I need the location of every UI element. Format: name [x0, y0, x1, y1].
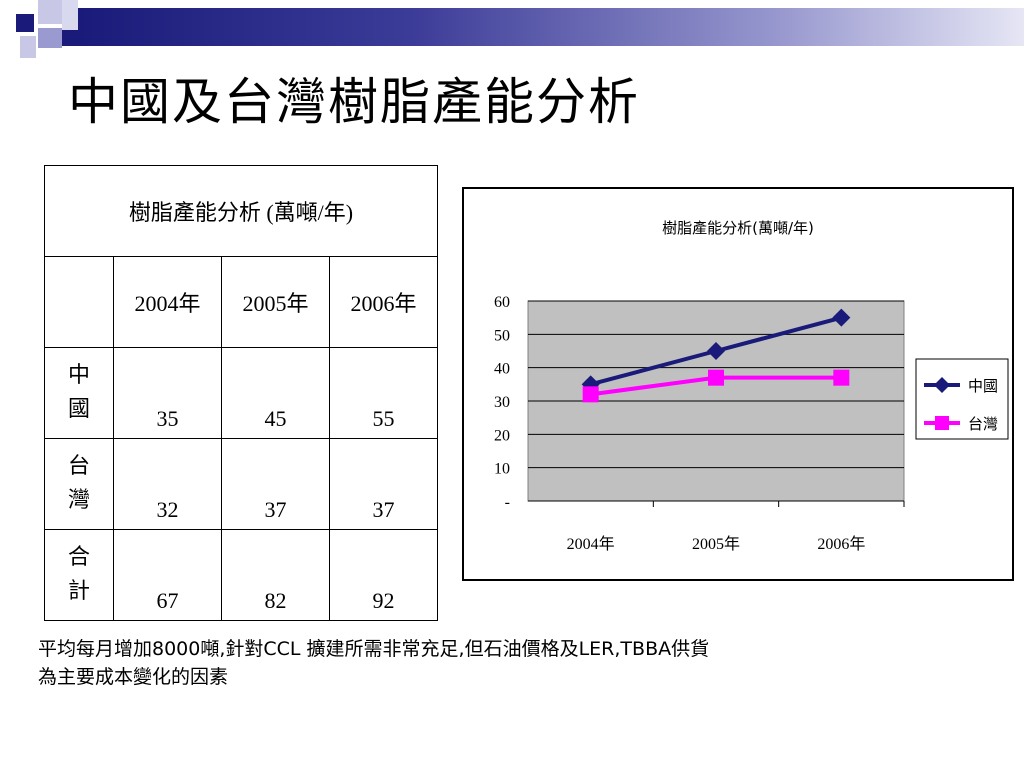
- x-tick-label: 2004年: [567, 535, 615, 553]
- legend-label: 台灣: [968, 415, 998, 433]
- row-label-china: 中國: [44, 347, 114, 439]
- data-point: [707, 342, 725, 360]
- corner-square-light: [20, 36, 36, 58]
- corner-square-mid: [38, 28, 62, 48]
- data-point: [833, 369, 850, 386]
- y-tick-label: -: [505, 494, 510, 511]
- y-tick-label: 10: [494, 461, 510, 478]
- table-corner-cell: [44, 256, 114, 348]
- slide-title: 中國及台灣樹脂產能分析: [68, 73, 640, 131]
- y-tick-label: 50: [494, 327, 510, 344]
- legend-swatch-marker: [934, 377, 950, 393]
- table-cell: 92: [329, 529, 438, 621]
- corner-square-light: [38, 0, 62, 24]
- legend-box: [915, 358, 1009, 440]
- x-tick-label: 2005年: [692, 535, 740, 553]
- chart-panel: 樹脂產能分析(萬噸/年) - 10 20 30 40 50 60 2004年 2005年 2006年…: [462, 187, 1014, 581]
- table-cell: 32: [113, 438, 222, 530]
- table-cell: 35: [113, 347, 222, 439]
- table-cell: 67: [113, 529, 222, 621]
- x-tick-label: 2006年: [817, 535, 865, 553]
- footnote-line: 為主要成本變化的因素: [38, 666, 229, 688]
- table-row: 台灣 32 37 37: [44, 438, 438, 530]
- corner-square-mid: [62, 0, 78, 30]
- chart-title: 樹脂產能分析(萬噸/年): [662, 219, 814, 237]
- row-label-total: 合計: [44, 529, 114, 621]
- data-point: [708, 369, 724, 386]
- table-cell: 37: [221, 438, 330, 530]
- table-title: 樹脂產能分析 (萬噸/年): [44, 165, 438, 257]
- table-cell: 45: [221, 347, 330, 439]
- header-gradient-bar: [78, 8, 1024, 46]
- table-cell: 37: [329, 438, 438, 530]
- footnote-line: 平均每月增加8000噸,針對CCL 擴建所需非常充足,但石油價格及LER,TBB…: [38, 638, 710, 660]
- column-header: 2005年: [221, 256, 330, 348]
- row-label-taiwan: 台灣: [44, 438, 114, 530]
- table-cell: 55: [329, 347, 438, 439]
- y-tick-label: 30: [494, 394, 510, 411]
- corner-square-dark: [62, 30, 78, 46]
- y-tick-label: 20: [494, 427, 510, 444]
- footnote: 平均每月增加8000噸,針對CCL 擴建所需非常充足,但石油價格及LER,TBB…: [38, 635, 978, 691]
- legend-swatch-marker: [935, 416, 949, 430]
- data-point: [832, 308, 851, 327]
- column-header: 2006年: [329, 256, 438, 348]
- table-row: 中國 35 45 55: [44, 347, 438, 439]
- y-tick-label: 60: [494, 294, 510, 311]
- capacity-table: 樹脂產能分析 (萬噸/年) 2004年 2005年 2006年 中國 35 45…: [44, 165, 438, 621]
- y-tick-label: 40: [494, 361, 510, 378]
- legend-label: 中國: [968, 377, 998, 395]
- line-chart: 樹脂產能分析(萬噸/年) - 10 20 30 40 50 60 2004年 2005年 2006年…: [494, 219, 1009, 553]
- table-cell: 82: [221, 529, 330, 621]
- table-row: 合計 67 82 92: [44, 529, 438, 621]
- data-point: [582, 386, 599, 403]
- corner-square-dark: [16, 14, 34, 32]
- column-header: 2004年: [113, 256, 222, 348]
